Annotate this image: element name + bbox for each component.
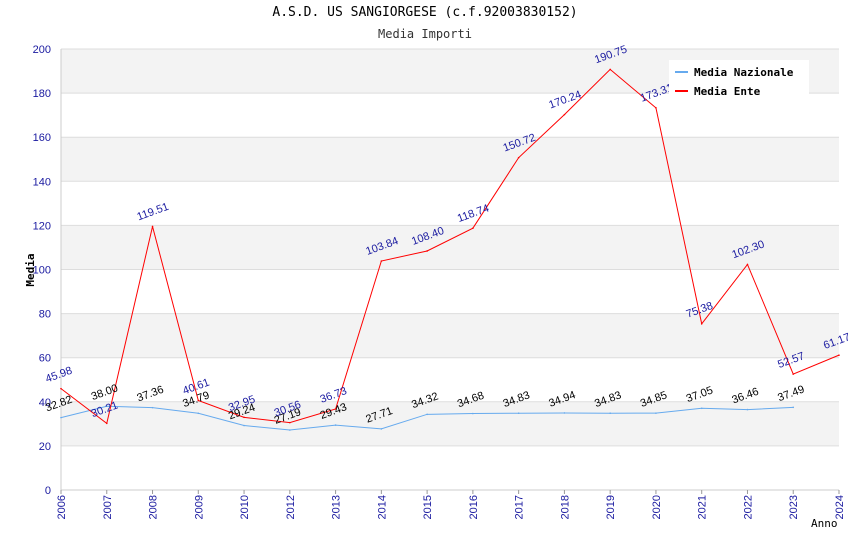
data-point: [197, 399, 200, 402]
data-point: [792, 373, 795, 375]
data-point: [105, 422, 108, 425]
legend-label: Media Ente: [694, 85, 761, 98]
x-tick-label: 2016: [468, 495, 480, 519]
x-tick-label: 2020: [651, 495, 663, 519]
data-point: [334, 408, 337, 410]
data-point: [746, 263, 749, 266]
plot-band: [61, 137, 839, 182]
y-tick-label: 0: [45, 485, 51, 497]
data-point: [151, 225, 154, 228]
data-point: [700, 322, 703, 325]
chart-subtitle: Media Importi: [378, 27, 472, 41]
x-tick-label: 2010: [239, 495, 251, 519]
y-tick-label: 200: [33, 44, 51, 56]
legend-label: Media Nazionale: [694, 66, 794, 79]
y-tick-label: 20: [39, 441, 51, 453]
plot-band: [61, 445, 839, 490]
x-tick-label: 2021: [697, 495, 709, 519]
x-tick-label: 2014: [376, 495, 388, 519]
data-point: [700, 407, 703, 410]
data-point: [472, 412, 474, 415]
data-point: [609, 412, 611, 414]
plot-band: [61, 313, 839, 358]
y-axis-label: Media: [24, 253, 37, 286]
plot-band: [61, 401, 839, 446]
x-tick-label: 2007: [102, 495, 114, 519]
data-point: [792, 406, 795, 409]
data-point: [380, 260, 383, 262]
y-tick-label: 160: [33, 132, 51, 144]
data-point: [563, 412, 566, 414]
series-line-media-ente: [60, 68, 840, 425]
y-tick-label: 80: [39, 309, 51, 321]
x-tick-label: 2015: [422, 495, 434, 519]
plot-band: [61, 357, 839, 402]
plot-band: [61, 93, 839, 138]
data-point: [243, 416, 245, 419]
data-point: [60, 416, 62, 419]
x-tick-label: 2022: [742, 495, 754, 519]
y-axis-ticks: 0 20 40 60 80 100 120 140 160 180 200: [33, 44, 51, 497]
data-point: [380, 428, 383, 430]
y-tick-label: 100: [33, 265, 51, 277]
x-tick-label: 2023: [788, 495, 800, 519]
data-point: [289, 429, 291, 431]
data-point: [60, 387, 62, 390]
data-point: [151, 406, 154, 409]
data-point: [563, 113, 566, 116]
y-tick-label: 140: [33, 176, 51, 188]
x-tick-label: 2009: [193, 495, 205, 519]
x-axis-label: Anno: [811, 517, 838, 530]
plot-band: [61, 225, 839, 270]
data-point: [609, 68, 611, 71]
chart-title: A.S.D. US SANGIORGESE (c.f.92003830152): [272, 5, 578, 20]
gridlines: [60, 48, 839, 491]
x-tick-label: 2024: [834, 495, 846, 519]
data-point: [655, 412, 657, 414]
data-point: [105, 405, 108, 408]
data-point: [289, 421, 291, 424]
data-point: [197, 412, 200, 415]
legend-box: [669, 60, 809, 100]
x-tick-label: 2019: [605, 495, 617, 519]
y-tick-label: 40: [39, 397, 51, 409]
x-tick-label: 2006: [56, 495, 68, 519]
data-point: [838, 354, 840, 356]
x-tick-label: 2012: [285, 495, 297, 519]
x-tick-label: 2008: [148, 495, 160, 519]
x-tick-label: 2018: [559, 495, 571, 519]
plot-band: [61, 181, 839, 226]
y-tick-label: 180: [33, 88, 51, 100]
y-tick-label: 120: [33, 220, 51, 232]
x-tick-label: 2013: [331, 495, 343, 519]
data-point: [746, 408, 749, 411]
y-tick-label: 60: [39, 353, 51, 365]
data-point: [243, 424, 245, 427]
legend: Media Nazionale Media Ente: [669, 60, 809, 100]
plot-bands: [61, 49, 839, 490]
data-point: [426, 413, 428, 416]
data-point: [334, 424, 337, 426]
data-point: [655, 107, 657, 109]
data-point: [517, 412, 520, 414]
x-axis-ticks: 2006 2007 2008 2009 2010 2012 2013 2014 2015 2016…: [56, 490, 846, 519]
x-tick-label: 2017: [514, 495, 526, 519]
data-point: [472, 227, 474, 229]
plot-band: [61, 269, 839, 314]
series-lines: [60, 68, 840, 431]
data-point: [426, 250, 428, 252]
data-point: [517, 156, 520, 159]
